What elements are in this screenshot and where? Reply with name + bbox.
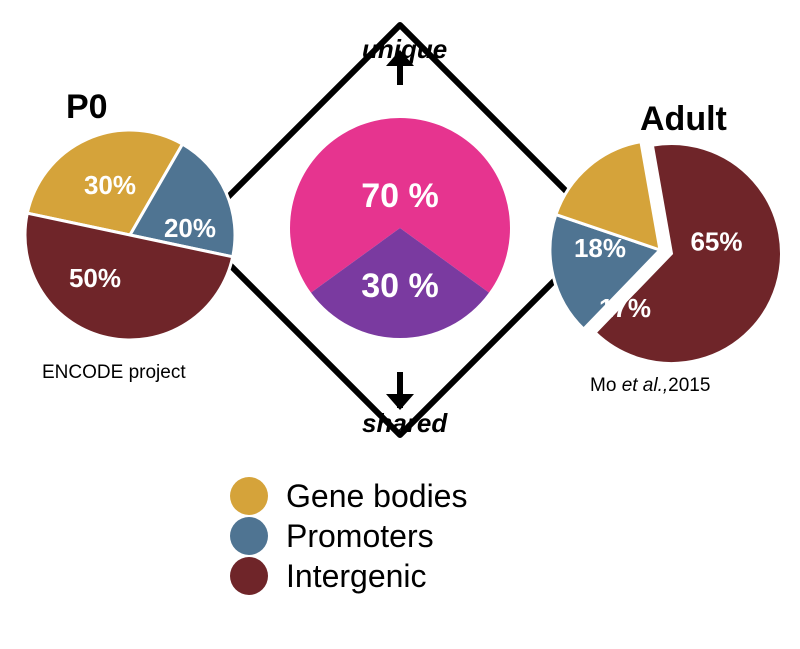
legend-dot-promoters [230,517,268,555]
right-caption: Mo et al.,2015 [590,375,710,397]
legend-dot-intergenic [230,557,268,595]
legend-label: Gene bodies [286,478,467,515]
legend-label: Intergenic [286,558,427,595]
legend-item-gene_bodies: Gene bodies [230,477,467,515]
legend: Gene bodiesPromotersIntergenic [230,475,467,597]
legend-item-intergenic: Intergenic [230,557,467,595]
svg-text:65%: 65% [690,226,742,256]
svg-text:17%: 17% [599,293,651,323]
figure-stage: P0 30%20%50% ENCODE project unique 70 %3… [0,0,800,649]
legend-label: Promoters [286,518,434,555]
svg-text:18%: 18% [574,233,626,263]
right-pie-chart: 65% 18% 17% [0,0,800,470]
legend-dot-gene_bodies [230,477,268,515]
legend-item-promoters: Promoters [230,517,467,555]
